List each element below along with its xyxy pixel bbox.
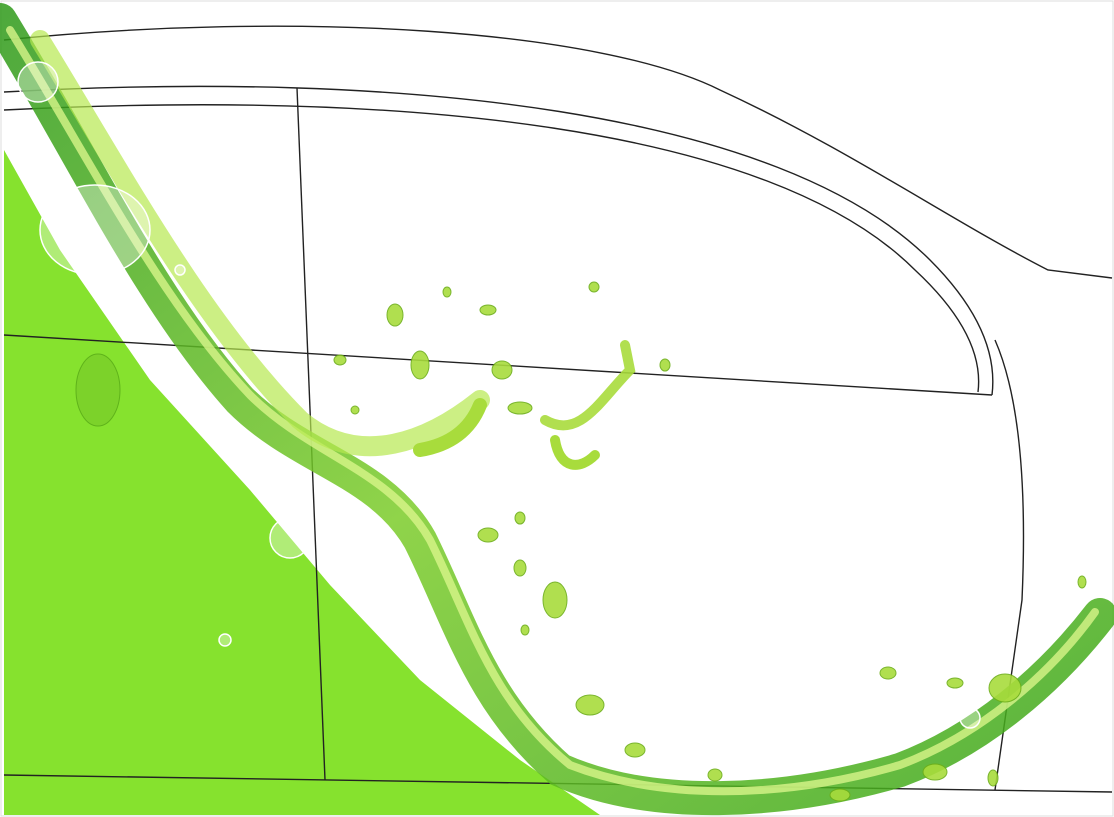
droplet	[707, 768, 723, 782]
droplet	[946, 677, 964, 689]
droplet	[442, 286, 452, 298]
window-outer	[3, 85, 994, 396]
droplet	[624, 742, 646, 758]
window-inner	[3, 104, 980, 393]
bubbles	[17, 61, 981, 729]
droplet	[507, 401, 533, 415]
droplet	[386, 303, 404, 327]
splash-arm	[540, 340, 636, 431]
bubble	[75, 353, 121, 427]
stream-branch	[30, 30, 490, 457]
droplet	[588, 281, 600, 293]
droplet	[659, 358, 671, 372]
droplet	[477, 527, 499, 543]
droplet	[879, 666, 897, 680]
droplet	[988, 673, 1022, 703]
bubble	[174, 264, 186, 276]
droplet	[350, 405, 360, 415]
splash	[0, 3, 1114, 816]
droplet	[829, 788, 851, 802]
droplet	[491, 360, 513, 380]
droplet	[922, 763, 948, 781]
droplet	[513, 559, 527, 577]
roof-line	[3, 25, 1113, 279]
bubble	[17, 61, 59, 103]
stream-highlight	[6, 26, 1099, 796]
droplet	[987, 769, 999, 787]
bubble	[959, 707, 981, 729]
bubble	[218, 633, 232, 647]
droplet	[1077, 575, 1087, 589]
droplet	[514, 511, 526, 525]
splash-crest	[413, 398, 487, 457]
droplet	[520, 624, 530, 636]
droplet	[479, 304, 497, 316]
bubble	[269, 517, 311, 559]
droplet	[575, 694, 605, 716]
droplets	[333, 281, 1087, 802]
stream-body	[0, 3, 1114, 816]
bubble	[39, 184, 151, 276]
rear-door-line	[994, 339, 1025, 791]
droplet	[410, 350, 430, 380]
green-area	[4, 150, 600, 815]
droplet	[333, 354, 347, 366]
splash-arm	[550, 435, 600, 470]
droplet	[542, 581, 568, 619]
